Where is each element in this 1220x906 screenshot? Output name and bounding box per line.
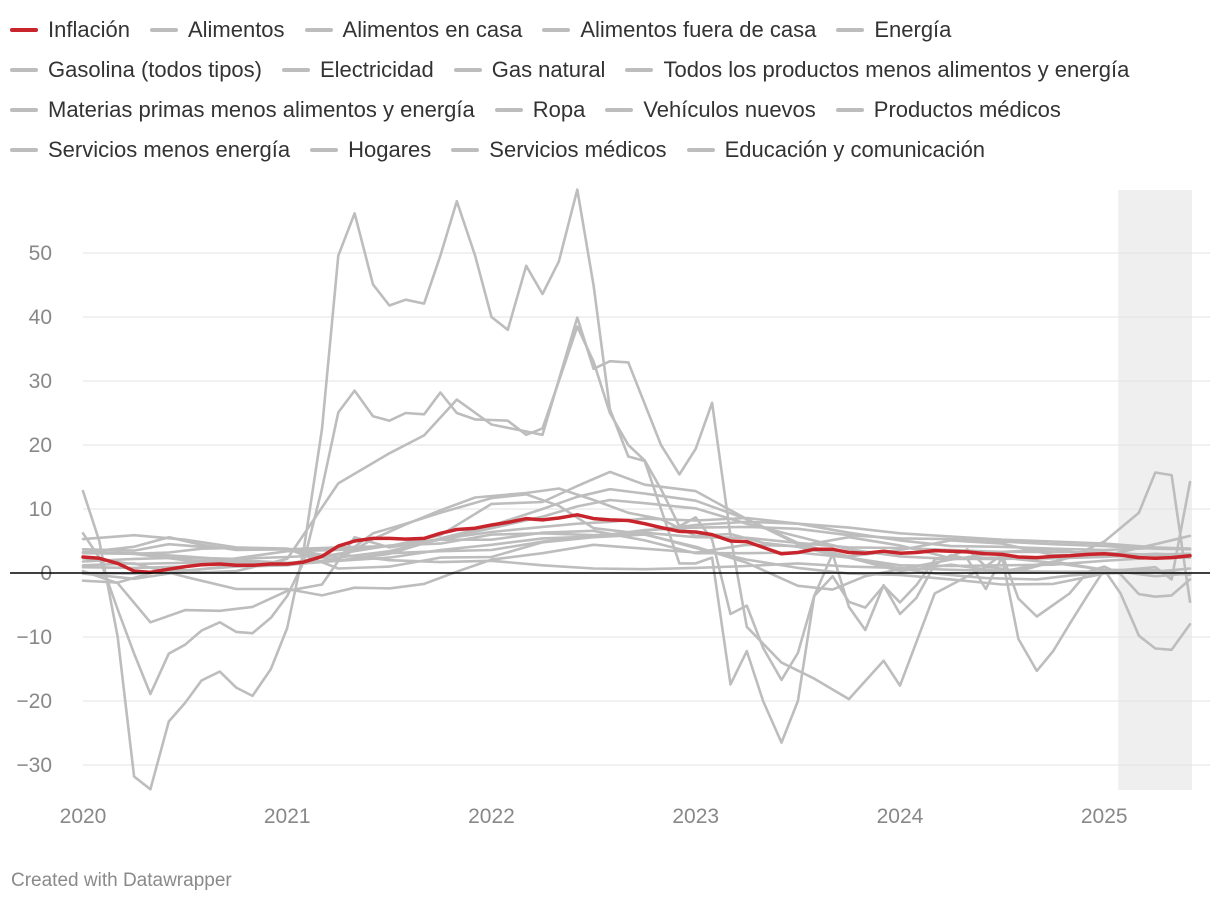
legend-item: Materias primas menos alimentos y energí… <box>10 90 475 130</box>
legend-item: Ropa <box>494 90 586 130</box>
series-line <box>81 535 1192 597</box>
legend-swatch <box>835 108 864 112</box>
legend-swatch <box>542 28 571 32</box>
y-tick-label: 10 <box>29 498 52 521</box>
legend-label: Hogares <box>348 137 432 162</box>
legend-label: Ropa <box>532 97 586 122</box>
series-line <box>81 487 1192 568</box>
legend-label: Alimentos fuera de casa <box>580 17 817 42</box>
legend-swatch <box>453 68 482 72</box>
legend-swatch <box>10 68 38 72</box>
x-tick-label: 2021 <box>264 805 311 828</box>
legend-swatch <box>625 68 654 72</box>
x-tick-label: 2022 <box>468 805 515 828</box>
legend-label: Materias primas menos alimentos y energí… <box>48 97 475 122</box>
y-tick-label: 30 <box>29 370 52 393</box>
legend-item: Todos los productos menos alimentos y en… <box>625 50 1129 90</box>
legend-label: Alimentos en casa <box>342 17 523 42</box>
datawrapper-credit: Created with Datawrapper <box>11 870 232 891</box>
x-tick-label: 2020 <box>60 805 107 828</box>
legend-item: Servicios médicos <box>451 130 667 170</box>
series-line-inflacion <box>81 513 1192 575</box>
legend-swatch <box>282 68 310 72</box>
series-line <box>81 480 1192 581</box>
legend-swatch <box>605 108 634 112</box>
legend-label: Gas natural <box>491 57 606 82</box>
legend-swatch <box>10 108 38 112</box>
legend-swatch <box>836 28 865 32</box>
chart-legend: Inflación Alimentos Alimentos en casa Alime… <box>10 10 1210 170</box>
legend-item: Alimentos <box>149 10 285 50</box>
legend-label: Inflación <box>48 17 130 42</box>
series-line <box>81 533 1192 591</box>
legend-swatch <box>149 28 178 32</box>
legend-item: Educación y comunicación <box>686 130 986 170</box>
legend-item: Alimentos fuera de casa <box>542 10 816 50</box>
legend-item: Vehículos nuevos <box>605 90 816 130</box>
legend-swatch <box>451 148 480 152</box>
legend-label: Todos los productos menos alimentos y en… <box>663 57 1130 82</box>
legend-label: Servicios médicos <box>489 137 667 162</box>
series-line <box>81 188 1192 791</box>
legend-swatch <box>10 28 38 32</box>
x-tick-label: 2025 <box>1081 805 1128 828</box>
series-line <box>81 316 1192 701</box>
legend-label: Gasolina (todos tipos) <box>48 57 262 82</box>
series-line <box>81 325 1192 696</box>
legend-label: Energía <box>874 17 952 42</box>
y-tick-label: −20 <box>16 690 52 713</box>
legend-item: Servicios menos energía <box>10 130 290 170</box>
legend-item: Inflación <box>10 10 130 50</box>
legend-swatch <box>494 108 523 112</box>
legend-item: Energía <box>836 10 951 50</box>
legend-swatch <box>686 148 715 152</box>
legend-item: Electricidad <box>282 50 434 90</box>
legend-label: Electricidad <box>320 57 434 82</box>
legend-item: Gasolina (todos tipos) <box>10 50 262 90</box>
y-tick-label: −30 <box>16 754 52 777</box>
legend-label: Alimentos <box>187 17 285 42</box>
legend-label: Educación y comunicación <box>724 137 986 162</box>
x-tick-label: 2024 <box>877 805 924 828</box>
legend-item: Productos médicos <box>835 90 1061 130</box>
legend-item: Hogares <box>310 130 431 170</box>
y-tick-label: 20 <box>29 434 52 457</box>
legend-label: Vehículos nuevos <box>643 97 816 122</box>
x-tick-label: 2023 <box>672 805 719 828</box>
legend-swatch <box>304 28 333 32</box>
y-tick-label: −10 <box>16 626 52 649</box>
legend-item: Gas natural <box>453 50 606 90</box>
series-line <box>81 520 1192 565</box>
y-tick-label: 40 <box>29 306 52 329</box>
legend-label: Productos médicos <box>873 97 1061 122</box>
shaded-period <box>1118 190 1192 790</box>
legend-swatch <box>310 148 339 152</box>
legend-label: Servicios menos energía <box>48 137 291 162</box>
y-tick-label: 50 <box>29 242 52 265</box>
series-line <box>81 529 1192 624</box>
legend-item: Alimentos en casa <box>304 10 523 50</box>
series-line <box>81 470 1192 570</box>
legend-swatch <box>10 148 38 152</box>
